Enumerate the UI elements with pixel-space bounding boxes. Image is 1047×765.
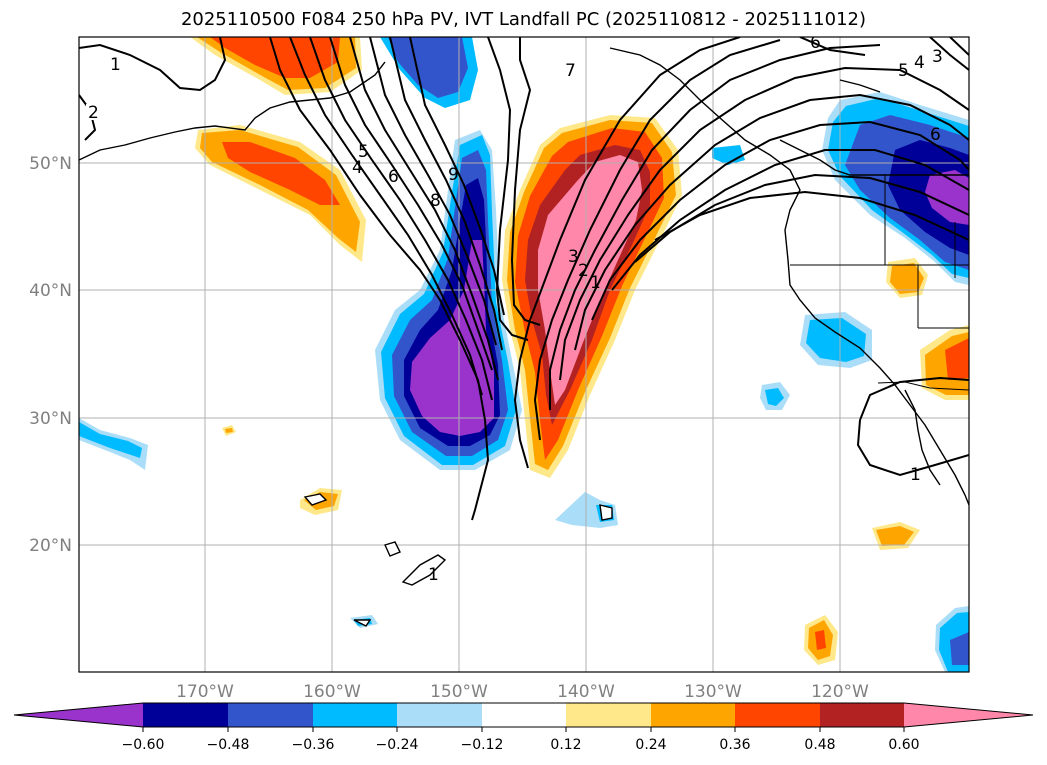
svg-text:150°W: 150°W: [430, 682, 488, 702]
negative-anomaly-northeast: [822, 92, 969, 285]
svg-text:−0.36: −0.36: [292, 737, 335, 753]
map-title: 2025110500 F084 250 hPa PV, IVT Landfall…: [180, 9, 867, 30]
colorbar-extend-high: [904, 703, 1033, 727]
svg-text:0.60: 0.60: [888, 737, 919, 753]
svg-text:9: 9: [448, 165, 459, 185]
negative-anomaly-coast: [712, 145, 872, 410]
map-area: 1 2 5 4 6 8 9 7 6 5 4 3 6 3 2 1 1 1: [79, 33, 969, 672]
svg-text:−0.12: −0.12: [461, 737, 504, 753]
svg-text:160°W: 160°W: [303, 682, 361, 702]
colorbar: −0.60 −0.48 −0.36 −0.24 −0.12 0.12 0.24 …: [13, 702, 1034, 753]
colorbar-segment: [735, 703, 820, 727]
svg-text:20°N: 20°N: [29, 536, 72, 556]
svg-text:8: 8: [430, 191, 441, 211]
colorbar-segment: [313, 703, 397, 727]
svg-text:3: 3: [932, 47, 943, 67]
svg-text:5: 5: [358, 142, 369, 162]
negative-anomaly-north: [380, 37, 478, 108]
svg-text:3: 3: [568, 247, 579, 267]
svg-text:0.24: 0.24: [635, 737, 666, 753]
longitude-labels: 170°W 160°W 150°W 140°W 130°W 120°W: [176, 682, 869, 702]
positive-anomaly-north: [190, 37, 362, 95]
pv-contours: [79, 37, 969, 521]
colorbar-segment: [482, 703, 566, 727]
svg-text:40°N: 40°N: [29, 281, 72, 301]
svg-text:2: 2: [88, 103, 99, 123]
contour-labels: 1 2 5 4 6 8 9 7 6 5 4 3 6 3 2 1 1 1: [86, 33, 943, 585]
colorbar-segment: [397, 703, 482, 727]
colorbar-segment: [820, 703, 904, 727]
svg-text:0.12: 0.12: [550, 737, 581, 753]
positive-anomaly-west: [195, 125, 366, 262]
borders: [790, 175, 969, 391]
svg-text:6: 6: [930, 125, 941, 145]
svg-text:2: 2: [578, 261, 589, 281]
colorbar-segment: [651, 703, 735, 727]
colorbar-segment: [228, 703, 313, 727]
svg-text:1: 1: [910, 465, 921, 485]
svg-text:50°N: 50°N: [29, 154, 72, 174]
svg-text:170°W: 170°W: [176, 682, 234, 702]
latitude-labels: 50°N 40°N 30°N 20°N: [29, 154, 72, 556]
svg-text:1: 1: [110, 55, 121, 75]
islands: [303, 493, 613, 627]
svg-text:130°W: 130°W: [684, 682, 742, 702]
svg-text:0.48: 0.48: [804, 737, 835, 753]
positive-anomaly-east: [804, 258, 969, 665]
svg-text:30°N: 30°N: [29, 409, 72, 429]
colorbar-segment: [143, 703, 228, 727]
svg-text:−0.48: −0.48: [207, 737, 250, 753]
svg-text:0.36: 0.36: [719, 737, 750, 753]
svg-text:1: 1: [428, 565, 439, 585]
svg-text:4: 4: [914, 53, 925, 73]
svg-text:5: 5: [898, 61, 909, 81]
colorbar-tick-labels: −0.60 −0.48 −0.36 −0.24 −0.12 0.12 0.24 …: [122, 737, 920, 753]
colorbar-extend-low: [14, 703, 143, 727]
svg-text:140°W: 140°W: [557, 682, 615, 702]
svg-text:1: 1: [590, 273, 601, 293]
svg-text:4: 4: [352, 158, 363, 178]
svg-text:7: 7: [565, 61, 576, 81]
svg-text:120°W: 120°W: [811, 682, 869, 702]
svg-text:−0.60: −0.60: [122, 737, 165, 753]
svg-text:−0.24: −0.24: [376, 737, 419, 753]
svg-text:6: 6: [810, 33, 821, 53]
graticule: [79, 37, 969, 672]
colorbar-segment: [566, 703, 651, 727]
svg-text:6: 6: [388, 167, 399, 187]
map-frame: [78, 36, 970, 673]
